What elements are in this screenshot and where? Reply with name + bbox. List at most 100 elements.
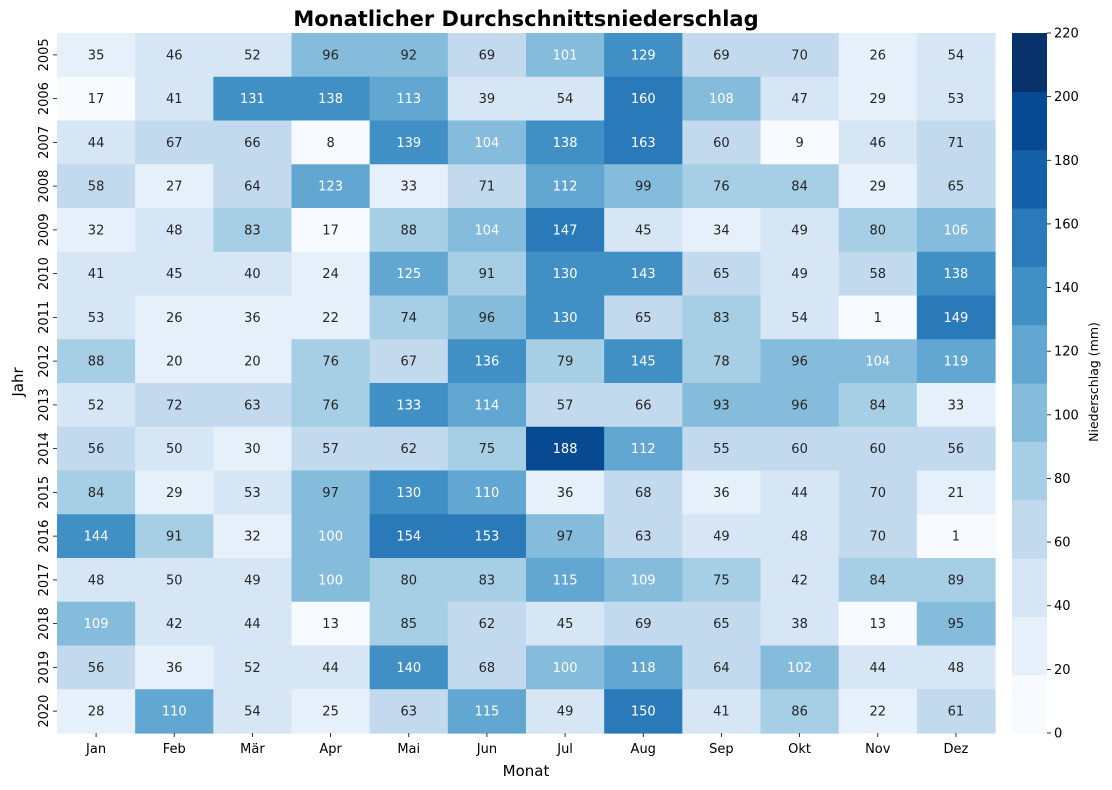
heatmap-cell [135, 558, 214, 603]
heatmap-cell [604, 601, 683, 647]
heatmap-cell [369, 601, 449, 647]
cell-value-label: 109 [631, 573, 656, 588]
cell-value-label: 145 [631, 355, 656, 370]
cell-value-label: 153 [475, 530, 500, 545]
colorbar-segment [1012, 208, 1047, 267]
cell-value-label: 130 [553, 311, 578, 326]
heatmap-cell [682, 295, 762, 340]
cell-value-label: 136 [475, 355, 500, 370]
heatmap-cell [369, 689, 449, 734]
heatmap-cell [604, 295, 683, 340]
heatmap-cell [369, 470, 449, 515]
colorbar-tick-label: 80 [1054, 472, 1071, 487]
cell-value-label: 125 [396, 267, 421, 282]
cell-value-label: 143 [631, 267, 656, 282]
heatmap-cell [604, 251, 683, 297]
cell-value-label: 55 [713, 442, 730, 457]
heatmap-cell [447, 76, 527, 122]
cell-value-label: 34 [713, 223, 730, 238]
cell-value-label: 97 [557, 530, 574, 545]
cell-value-label: 45 [166, 267, 183, 282]
cell-value-label: 38 [791, 617, 808, 632]
x-tick-label: Dez [943, 742, 968, 757]
heatmap-cell [682, 383, 762, 428]
cell-value-label: 130 [553, 267, 578, 282]
x-tick-label: Mai [397, 742, 420, 757]
colorbar-label: Niederschlag (mm) [1086, 322, 1101, 442]
y-tick-label: 2016 [37, 520, 52, 553]
x-tick-label: Feb [163, 742, 186, 757]
cell-value-label: 104 [475, 223, 500, 238]
cell-value-label: 91 [479, 267, 496, 282]
cell-value-label: 41 [88, 267, 105, 282]
heatmap-cell [838, 558, 918, 603]
heatmap-cell [916, 426, 996, 472]
colorbar-segment [1012, 499, 1047, 559]
heatmap-cell [604, 426, 683, 472]
heatmap-cell [57, 33, 136, 78]
heatmap-cell [135, 514, 214, 559]
colorbar-tick-label: 100 [1054, 408, 1079, 423]
heatmap-cell [447, 645, 527, 690]
heatmap-cell [135, 689, 214, 734]
heatmap-cell [57, 339, 136, 384]
heatmap-cell [291, 426, 371, 472]
cell-value-label: 85 [400, 617, 417, 632]
heatmap-cell [369, 251, 449, 297]
heatmap-cell [291, 208, 371, 253]
chart-title: Monatlicher Durchschnittsniederschlag [293, 7, 758, 31]
cell-value-label: 13 [322, 617, 339, 632]
heatmap-cell [838, 470, 918, 515]
heatmap-cell [526, 470, 605, 515]
heatmap-cell [838, 383, 918, 428]
heatmap-cell [526, 208, 605, 253]
heatmap-cell [916, 514, 996, 559]
cell-value-label: 163 [631, 136, 656, 151]
cell-value-label: 36 [713, 486, 730, 501]
heatmap-cell [135, 33, 214, 78]
heatmap-cell [57, 689, 136, 734]
heatmap-cell [526, 601, 605, 647]
heatmap-cell [57, 76, 136, 122]
cell-value-label: 119 [944, 355, 969, 370]
cell-value-label: 76 [713, 180, 730, 195]
cell-value-label: 109 [84, 617, 109, 632]
heatmap-cell [760, 514, 840, 559]
heatmap-cell [682, 76, 762, 122]
colorbar-tick-label: 200 [1054, 90, 1079, 105]
y-tick-label: 2008 [37, 170, 52, 203]
x-tick-label: Mär [240, 742, 265, 757]
heatmap-cell [682, 514, 762, 559]
heatmap-cell [526, 251, 605, 297]
heatmap-cell [135, 120, 214, 165]
heatmap-cell [760, 383, 840, 428]
heatmap-cell [604, 76, 683, 122]
cell-value-label: 89 [948, 573, 965, 588]
cell-value-label: 110 [162, 705, 187, 720]
y-tick-label: 2010 [37, 257, 52, 290]
cell-value-label: 147 [553, 223, 578, 238]
heatmap-cell [760, 426, 840, 472]
cell-value-label: 1 [874, 311, 882, 326]
cell-value-label: 69 [479, 48, 496, 63]
cell-value-label: 24 [322, 267, 339, 282]
cell-value-label: 53 [948, 92, 965, 107]
y-axis-ticks: 2005 2006 2007 2008 2009 2010 2011 2012 2013 2014… [37, 38, 57, 728]
heatmap-cell [604, 208, 683, 253]
heatmap-cell [57, 120, 136, 165]
cell-value-label: 84 [869, 398, 886, 413]
cell-value-label: 52 [244, 661, 261, 676]
cell-value-label: 74 [400, 311, 417, 326]
heatmap-cell [135, 645, 214, 690]
y-tick-label: 2011 [37, 301, 52, 334]
cell-value-label: 54 [244, 705, 261, 720]
heatmap-cell [369, 514, 449, 559]
cell-value-label: 112 [631, 442, 656, 457]
cell-value-label: 30 [244, 442, 261, 457]
heatmap-cell [526, 339, 605, 384]
cell-value-label: 76 [322, 355, 339, 370]
cell-value-label: 71 [479, 180, 496, 195]
heatmap-cell [838, 164, 918, 209]
heatmap-cell [447, 33, 527, 78]
heatmap-cell [213, 426, 293, 472]
